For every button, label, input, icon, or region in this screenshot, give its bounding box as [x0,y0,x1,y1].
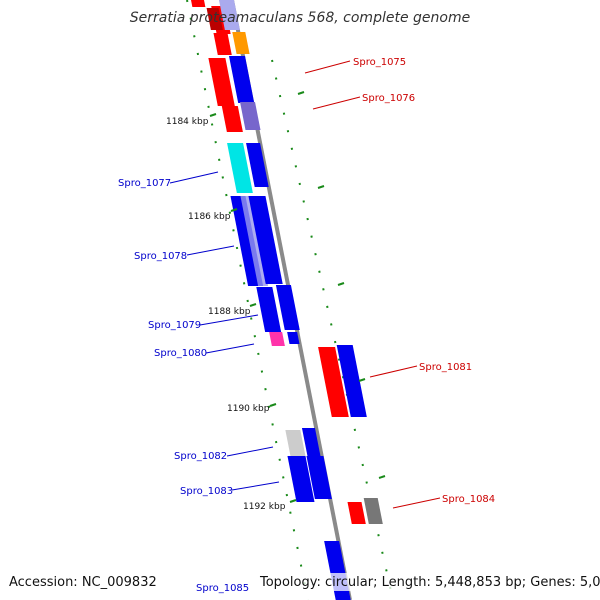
label-leader [231,481,280,491]
gene-label-spro-1080[interactable]: Spro_1080 [154,348,207,359]
gene-label-spro-1085[interactable]: Spro_1085 [196,583,249,594]
gene-block[interactable] [301,428,321,458]
gene-blocks [191,0,383,600]
gene-label-spro-1078[interactable]: Spro_1078 [134,251,187,262]
label-leader [186,245,235,256]
gene-labels: Spro_1075 Spro_1076 Spro_1077 Spro_1078 … [118,57,495,594]
kbp-tick-mark [230,208,238,212]
label-leader [392,497,441,509]
gene-label-spro-1084[interactable]: Spro_1084 [442,494,495,505]
kbp-tick-mark [249,303,257,307]
kbp-tick-label: 1190 kbp [227,404,270,414]
label-leader [304,60,351,74]
accession-label: Accession: NC_009832 [9,575,157,590]
kbp-ticks: 1184 kbp 1186 kbp 1188 kbp 1190 kbp 1192… [166,113,297,512]
gene-block[interactable] [191,0,206,7]
gene-block[interactable] [306,456,332,499]
label-leader [205,343,255,354]
label-leader [312,96,361,110]
gene-label-spro-1077[interactable]: Spro_1077 [118,178,171,189]
gene-block[interactable] [232,32,250,54]
gene-block[interactable] [219,0,240,30]
gene-block[interactable] [363,498,383,524]
gene-block[interactable] [221,106,243,132]
gene-label-spro-1079[interactable]: Spro_1079 [148,320,201,331]
kbp-tick-mark [378,475,386,479]
kbp-tick-label: 1186 kbp [188,212,231,222]
gene-block[interactable] [318,347,349,417]
gene-block[interactable] [206,8,223,30]
gene-label-spro-1082[interactable]: Spro_1082 [174,451,227,462]
kbp-tick-mark [209,113,217,117]
gene-block[interactable] [240,196,269,286]
gene-block[interactable] [248,196,283,284]
kbp-tick-label: 1188 kbp [208,307,251,317]
gene-block[interactable] [213,33,232,55]
gene-block[interactable] [347,502,366,524]
right-ticks [297,91,386,479]
left-guide-dots [186,0,309,600]
gene-block[interactable] [208,58,235,106]
kbp-tick-mark [297,91,305,95]
label-leader [226,446,274,457]
gene-block[interactable] [287,332,300,344]
gene-label-spro-1075[interactable]: Spro_1075 [353,57,406,68]
topology-summary: Topology: circular; Length: 5,448,853 bp… [259,575,600,590]
gene-label-spro-1081[interactable]: Spro_1081 [419,362,472,373]
label-leader [369,365,418,378]
gene-block[interactable] [228,56,255,103]
gene-label-spro-1076[interactable]: Spro_1076 [362,93,415,104]
gene-block[interactable] [269,332,285,346]
kbp-tick-label: 1192 kbp [243,502,286,512]
gene-block[interactable] [285,430,306,458]
kbp-tick-mark [269,403,277,407]
gene-block[interactable] [287,456,315,502]
label-leader [169,171,219,184]
footer-topology-background [256,573,590,591]
gene-block[interactable] [227,143,253,193]
gene-block[interactable] [246,143,269,187]
kbp-tick-mark [317,185,325,189]
gene-block[interactable] [336,345,367,417]
kbp-tick-mark [337,282,345,286]
gene-block[interactable] [275,285,300,330]
kbp-tick-mark [289,499,297,503]
gene-label-spro-1083[interactable]: Spro_1083 [180,486,233,497]
genome-title: Serratia proteamaculans 568, complete ge… [130,10,470,26]
gene-block[interactable] [256,287,282,332]
label-leader [199,314,259,326]
kbp-tick-mark [358,378,366,382]
kbp-tick-label: 1184 kbp [166,117,209,127]
gene-block[interactable] [324,541,351,600]
gene-block[interactable] [240,102,261,130]
